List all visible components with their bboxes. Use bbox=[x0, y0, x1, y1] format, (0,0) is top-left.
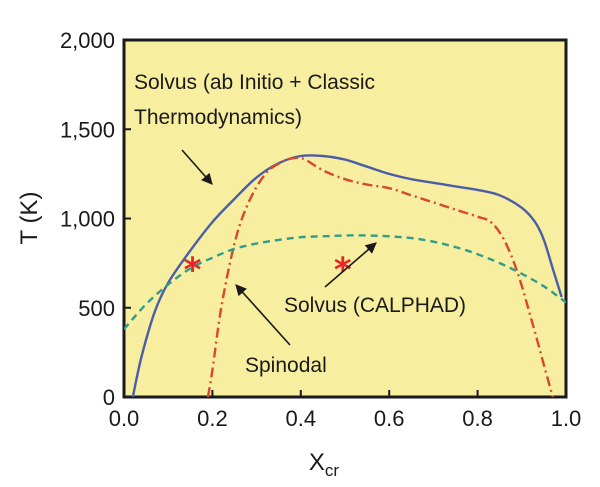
annotation-solvus-ab-initio-line1: Solvus (ab Initio + Classic bbox=[134, 71, 375, 94]
x-tick-label: 0.0 bbox=[109, 406, 140, 431]
arrow-solvus-ab-initio bbox=[181, 149, 213, 185]
asterisk-marker: * bbox=[184, 250, 202, 290]
x-axis-title-main: X bbox=[309, 449, 325, 476]
y-axis-title: T (K) bbox=[16, 192, 43, 245]
y-tick-label: 1,000 bbox=[60, 207, 115, 232]
y-tick-label: 2,000 bbox=[60, 28, 115, 53]
x-tick-label: 0.4 bbox=[286, 406, 317, 431]
x-tick-label: 0.8 bbox=[462, 406, 493, 431]
annotation-spinodal: Spinodal bbox=[245, 354, 327, 377]
markers-layer: * * bbox=[184, 250, 352, 290]
arrow-spinodal bbox=[235, 284, 291, 346]
curves-layer bbox=[124, 154, 566, 397]
x-tick-label: 0.2 bbox=[197, 406, 228, 431]
x-tick-label: 1.0 bbox=[551, 406, 582, 431]
y-tick-label: 0 bbox=[103, 385, 115, 410]
x-axis-title: Xcr bbox=[309, 449, 340, 480]
asterisk-marker: * bbox=[334, 250, 352, 290]
spinodal-curve bbox=[206, 156, 554, 397]
y-tick-label: 1,500 bbox=[60, 117, 115, 142]
annotation-solvus-ab-initio-line2: Thermodynamics) bbox=[134, 106, 302, 129]
solvus-calphad-curve bbox=[124, 234, 566, 330]
x-tick-label: 0.6 bbox=[374, 406, 405, 431]
x-axis-title-subscript: cr bbox=[325, 461, 340, 480]
plot-area bbox=[122, 38, 568, 399]
annotation-solvus-calphad: Solvus (CALPHAD) bbox=[284, 294, 466, 317]
ticks-layer: 0.0 0.2 0.4 0.6 0.8 1.0 0 500 1,000 1,500 2,000 bbox=[60, 28, 581, 431]
y-tick-label: 500 bbox=[78, 296, 115, 321]
arrows-layer bbox=[181, 149, 377, 346]
solvus-ab-initio-curve bbox=[131, 154, 563, 397]
arrow-solvus-calphad bbox=[324, 242, 377, 288]
